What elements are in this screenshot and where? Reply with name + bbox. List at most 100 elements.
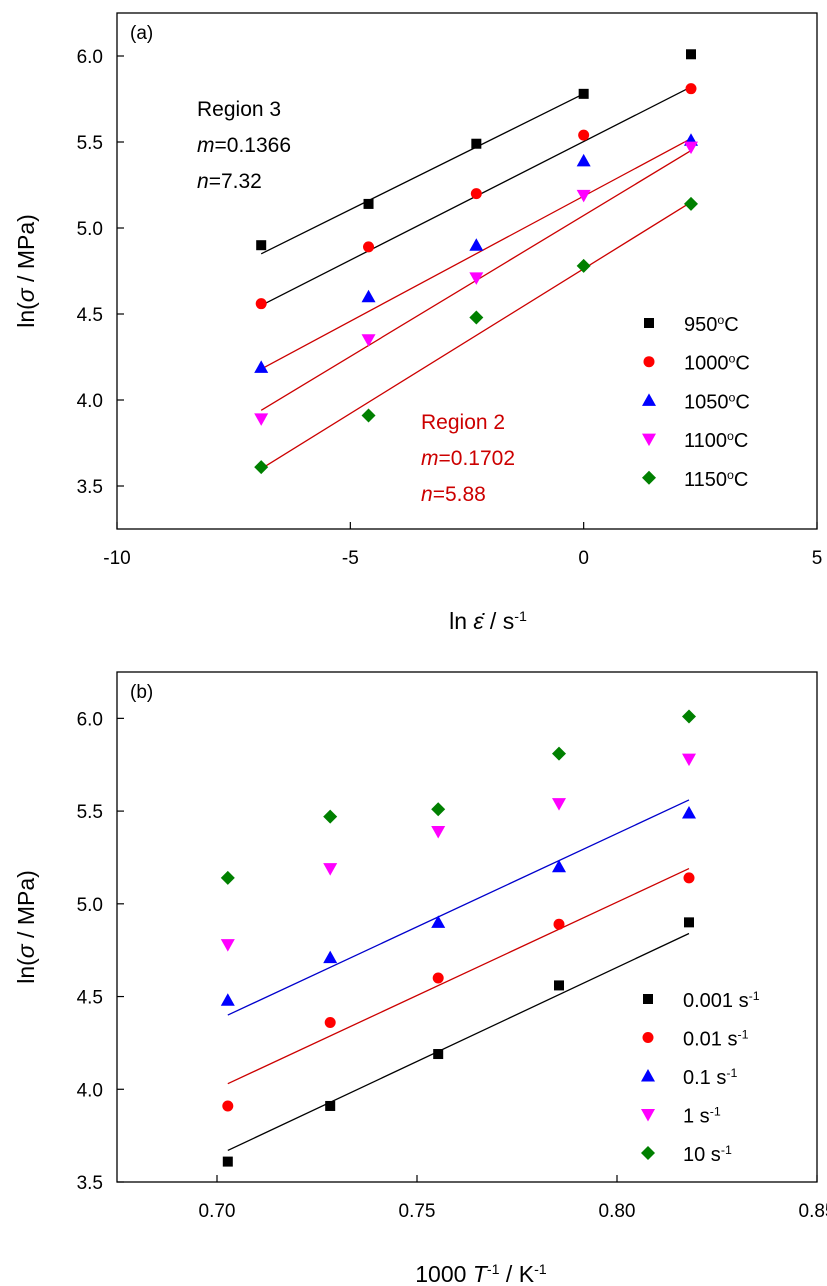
legend-marker xyxy=(642,433,656,447)
annotation-text-part: Region 3 xyxy=(197,98,281,121)
data-point xyxy=(432,972,444,984)
x-axis-label-part: -1 xyxy=(487,1262,500,1278)
legend-label-part: 0.001 s xyxy=(683,990,749,1012)
y-axis-label-part: ln( xyxy=(13,302,39,328)
annotation-text-part: =0.1366 xyxy=(215,134,292,157)
legend-label-part: C xyxy=(735,391,749,413)
annotation-text-part: =7.32 xyxy=(209,170,262,193)
plot-frame xyxy=(116,12,818,530)
legend-label-part: 1 s xyxy=(683,1106,710,1128)
y-tick-label: 5.0 xyxy=(77,895,103,916)
y-axis-label-group: ln(σ / MPa) xyxy=(13,214,39,328)
legend-label-part: C xyxy=(724,314,738,336)
y-axis-label-part: / MPa) xyxy=(13,214,39,288)
y-tick-label: 4.0 xyxy=(77,1080,103,1101)
y-axis-label-part: σ xyxy=(13,943,39,958)
legend-label: 0.001 s-1 xyxy=(683,989,760,1012)
data-point xyxy=(222,1100,234,1112)
data-point xyxy=(684,917,694,928)
data-point xyxy=(361,334,376,347)
series-4 xyxy=(254,196,698,475)
y-tick-label: 5.5 xyxy=(77,133,103,154)
legend-label: 10 s-1 xyxy=(683,1143,732,1166)
annotation-text: n=5.88 xyxy=(421,483,486,506)
x-axis-label-part: / s xyxy=(484,608,515,634)
series-0 xyxy=(222,917,694,1167)
x-tick-label: 5 xyxy=(812,548,823,569)
legend-label-part: 1100 xyxy=(684,430,727,452)
x-tick-label: 0 xyxy=(578,548,589,569)
annotation-text: Region 2 xyxy=(421,411,505,434)
chart-panel-b: 0.70 0.75 0.80 0.85 3.5 4.0 4.5 5.0 5.5 6.0 (b) ln(… xyxy=(13,671,827,1286)
y-tick-label: 5.0 xyxy=(77,219,103,240)
series-0 xyxy=(256,49,696,251)
series-2 xyxy=(220,805,696,1006)
series-1 xyxy=(255,83,697,310)
data-point xyxy=(361,408,376,423)
data-point xyxy=(254,460,269,475)
legend-label-part: -1 xyxy=(737,1028,748,1042)
data-point xyxy=(683,872,695,884)
legend-label: 1150oC xyxy=(684,468,748,491)
legend-label-part: o xyxy=(727,468,734,482)
legend-marker xyxy=(641,1146,655,1160)
data-point xyxy=(470,188,482,200)
data-point xyxy=(578,129,590,141)
data-point xyxy=(684,196,698,211)
series-3 xyxy=(254,141,698,426)
legend-label: 0.1 s-1 xyxy=(683,1066,737,1089)
legend-label-part: o xyxy=(729,390,736,404)
legend-label-part: 10 s xyxy=(683,1144,721,1166)
x-axis-label-part: ln xyxy=(449,608,473,634)
legend-label-part: 0.01 s xyxy=(683,1029,737,1051)
annotation-text: Region 3 xyxy=(197,98,281,121)
x-axis-label-part: ε̇ xyxy=(473,608,485,634)
y-tick-label: 6.0 xyxy=(77,47,103,68)
data-point xyxy=(682,805,696,819)
legend-label-part: -1 xyxy=(710,1105,721,1119)
annotation-text-part: Region 2 xyxy=(421,411,505,434)
fit-line xyxy=(227,932,690,1152)
series-4 xyxy=(220,709,696,885)
data-point xyxy=(361,289,376,303)
plot-frame xyxy=(116,671,818,1183)
legend-label-part: 0.1 s xyxy=(683,1067,726,1089)
fit-line xyxy=(260,137,692,370)
data-point xyxy=(431,802,446,817)
data-point xyxy=(324,1017,336,1029)
y-axis-label-part: / MPa) xyxy=(13,870,39,944)
legend-label-part: C xyxy=(734,469,748,491)
data-point xyxy=(323,809,338,824)
x-tick-label: 0.85 xyxy=(799,1201,827,1222)
y-tick-label: 5.5 xyxy=(77,802,103,823)
legend-marker xyxy=(642,470,656,485)
legend-label-part: C xyxy=(735,353,749,375)
data-point xyxy=(323,950,338,964)
data-point xyxy=(685,83,697,95)
legend-label-part: 1150 xyxy=(684,469,727,491)
data-point xyxy=(576,189,591,203)
annotation-text-part: n xyxy=(421,483,433,506)
legend-label-part: o xyxy=(727,429,734,443)
data-point xyxy=(254,413,269,426)
legend-label-part: 1000 xyxy=(684,353,729,375)
data-point xyxy=(552,746,566,761)
data-point xyxy=(684,141,698,155)
data-point xyxy=(431,915,446,928)
data-point xyxy=(220,993,235,1006)
chart-panel-a: -10 -5 0 53.54.04.55.05.56.0(a)ln(σ / MPa)l… xyxy=(13,12,823,634)
x-tick-label: 0.75 xyxy=(399,1201,436,1222)
annotation-text-part: m xyxy=(421,447,439,470)
x-tick-label: -5 xyxy=(342,548,359,569)
y-axis-label-group: ln(σ / MPa) xyxy=(13,870,39,984)
panel-label: (a) xyxy=(130,23,153,44)
y-tick-label: 3.5 xyxy=(77,1173,103,1194)
legend-marker xyxy=(642,393,656,406)
fit-line xyxy=(260,93,584,255)
legend-label: 0.01 s-1 xyxy=(683,1028,749,1051)
annotation-text-part: =0.1702 xyxy=(439,447,516,470)
annotation-text-part: n xyxy=(197,170,209,193)
data-point xyxy=(220,939,235,952)
series-3 xyxy=(220,753,696,952)
